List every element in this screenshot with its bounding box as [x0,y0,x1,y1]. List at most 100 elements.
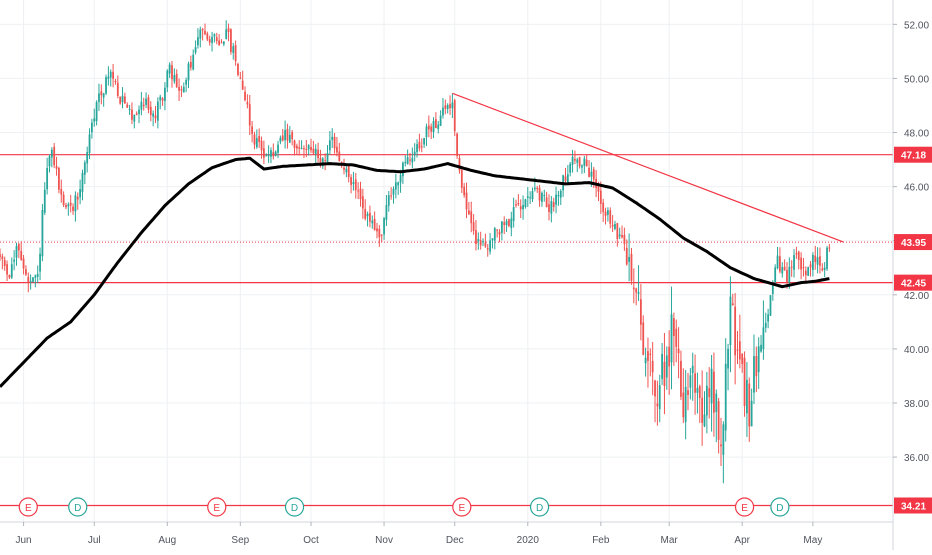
candle-body [36,273,39,277]
candle-body [65,204,67,208]
candle-body [326,153,329,163]
moving-average-line[interactable] [0,156,830,388]
candle-body [255,138,258,148]
candle [65,202,67,210]
event-marker-label: D [536,503,543,514]
candle [208,35,211,46]
candle [86,146,89,173]
candle-body [545,197,548,208]
candle-body [418,141,421,149]
candle-body [760,344,762,352]
candle [517,194,520,207]
candle-body [788,266,791,283]
candle [371,215,374,229]
candle [710,354,713,432]
candle-body [380,234,383,236]
candle [609,207,612,229]
candle-body [310,146,312,151]
dividend-event-marker[interactable]: D [770,497,790,517]
candle-body [67,204,70,207]
candle [343,158,345,175]
trendline[interactable] [452,92,844,243]
candle-body [366,213,369,217]
candle-body [552,202,555,208]
candle [43,182,46,215]
candle-body [467,210,470,215]
candle-body [324,160,327,162]
candle [611,215,614,233]
candle-body [41,210,44,257]
candle-body [750,400,753,427]
candle [390,187,393,200]
candle [199,26,202,48]
candle [578,156,581,169]
event-marker-label: E [458,503,465,514]
dividend-event-marker[interactable]: D [68,497,88,517]
candle-body [46,168,49,190]
candle [687,372,689,411]
candle [738,314,741,369]
candle [32,277,34,283]
candle [736,331,739,365]
candle [392,186,395,204]
candle-body [741,353,744,365]
candle [748,377,751,442]
candle-body [272,152,275,157]
candle-body [444,105,447,109]
dividend-event-marker[interactable]: D [284,497,305,517]
candle-body [112,71,114,79]
candle [168,62,171,78]
candle-body [371,220,374,224]
candle-body [133,114,136,122]
candle-body [533,187,536,190]
candle-body [10,264,13,278]
candle-body [543,195,546,197]
dividend-event-marker[interactable]: D [529,497,550,517]
candle [427,115,430,138]
candle [642,315,645,356]
candle-body [364,208,367,219]
candle-body [267,154,270,157]
earnings-event-marker[interactable]: E [18,497,38,517]
candle [458,155,461,174]
candle-body [357,190,360,192]
candle-body [802,267,805,269]
candle [121,87,124,109]
candle-body [192,54,195,70]
earnings-event-marker[interactable]: E [207,497,227,517]
candle [705,371,708,434]
candle-body [166,70,169,88]
candle-body [460,169,463,188]
candle [644,347,647,377]
candle [460,166,463,193]
candle-body [397,182,400,186]
candle-body [663,361,666,386]
candle-body [307,145,310,150]
candle-body [328,140,331,151]
candle [493,226,496,250]
candle [147,94,150,114]
candle [265,153,268,157]
candle [439,110,442,127]
candle-body [39,253,41,272]
earnings-event-marker[interactable]: E [734,497,755,517]
candle [828,243,831,252]
price-tag-bg [894,274,932,291]
candle [317,142,319,163]
earnings-event-marker[interactable]: E [452,497,472,517]
candle [489,233,491,255]
candle-body [776,255,779,269]
candle [126,102,129,108]
candle-body [720,444,722,447]
candle [145,92,147,108]
candle-body [698,386,701,398]
candle [152,110,155,127]
candle-body [609,210,612,224]
candle-body [439,115,442,126]
candle-body [102,93,105,98]
candle-body [138,109,140,115]
candle [677,327,680,379]
